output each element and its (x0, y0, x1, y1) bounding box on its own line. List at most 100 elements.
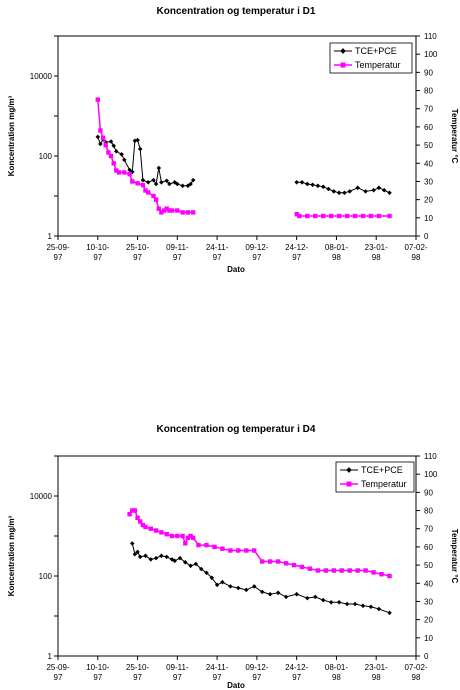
chart-d1-x-tick: 09-12- (245, 243, 268, 252)
chart-d1-point-temperatur (153, 197, 159, 202)
chart-d4-point-tce-pce (320, 597, 326, 603)
chart-d4-point-temperatur (169, 533, 175, 539)
chart-d4-point-temperatur (140, 522, 146, 528)
chart-d1-point-tce-pce (355, 185, 360, 191)
chart-d4-point-tce-pce (267, 591, 273, 597)
chart-d1-point-tce-pce (294, 180, 299, 185)
chart-d1-y2-tick: 70 (424, 105, 433, 114)
chart-d4-point-temperatur (260, 559, 265, 564)
chart-d4-point-tce-pce (164, 554, 169, 560)
chart-d4-legend-marker-tce (346, 467, 352, 473)
chart-d4-x-tick-year: 97 (252, 673, 261, 682)
chart-d4-point-tce-pce (336, 600, 342, 605)
chart-d4-y2-tick: 0 (424, 652, 429, 661)
chart-d1-x-tick-year: 98 (332, 253, 341, 262)
chart-d4-point-tce-pce (283, 594, 289, 600)
chart-d4-point-temperatur (299, 564, 305, 570)
chart-d1-point-temperatur (376, 213, 382, 219)
chart-d1-point-temperatur (360, 213, 366, 219)
chart-d1-x-tick: 24-11- (206, 243, 229, 252)
chart-d4-y-tick: 1 (48, 652, 53, 661)
chart-d4-point-temperatur (175, 533, 180, 539)
chart-d1-y2label: Temperatur °C (450, 109, 459, 164)
chart-d4-x-tick: 25-09- (46, 663, 69, 672)
chart-d4-point-temperatur (387, 573, 392, 579)
chart-d4-point-tce-pce (244, 587, 249, 593)
chart-d4-point-temperatur (355, 568, 360, 573)
chart-d4-title: Koncentration og temperatur i D4 (157, 424, 316, 435)
chart-d4-point-temperatur (291, 562, 297, 568)
chart-d4-point-tce-pce (236, 585, 241, 591)
chart-d4-x-tick-year: 97 (213, 673, 222, 682)
chart-d4-y2-tick: 50 (424, 561, 433, 570)
chart-d1-point-temperatur (106, 150, 111, 155)
chart-d1-x-tick-year: 97 (93, 253, 102, 262)
chart-d4-point-tce-pce (259, 589, 265, 595)
chart-d4-point-temperatur (236, 548, 241, 553)
chart-d4-y2-tick: 80 (424, 507, 433, 516)
chart-d1-point-temperatur (161, 208, 167, 213)
chart-d1-point-tce-pce (137, 146, 143, 152)
chart-d1-x-tick-year: 98 (372, 253, 381, 262)
chart-d1-point-tce-pce (347, 189, 352, 194)
chart-d1-x-tick: 25-10- (126, 243, 149, 252)
chart-d1-point-temperatur (328, 213, 334, 219)
chart-d1-x-tick: 08-01- (325, 243, 348, 252)
chart-d4-y2-tick: 30 (424, 597, 433, 606)
chart-d4-x-tick: 25-10- (126, 663, 149, 672)
chart-d1-point-tce-pce (108, 139, 114, 144)
chart-d1-point-temperatur (321, 213, 326, 219)
chart-d1-y2-tick: 100 (424, 50, 438, 59)
chart-d4-point-tce-pce (312, 594, 318, 600)
chart-d4-point-tce-pce (328, 600, 334, 605)
chart-d1-y2-tick: 40 (424, 159, 433, 168)
chart-d1-legend-marker-temp (340, 62, 346, 68)
chart-d1-point-temperatur (95, 97, 100, 102)
chart-d4-x-tick-year: 97 (133, 673, 142, 682)
chart-d1-point-temperatur (387, 213, 392, 219)
chart-d4-point-temperatur (153, 528, 159, 533)
chart-d1-point-tce-pce (114, 149, 119, 154)
chart-d4-point-temperatur (191, 535, 196, 540)
chart-d4-point-temperatur (132, 508, 138, 513)
chart-d1-point-temperatur (344, 213, 350, 219)
chart-d4-y2-tick: 10 (424, 634, 433, 643)
chart-d4-point-temperatur (339, 568, 344, 573)
chart-d1-point-temperatur (116, 170, 122, 175)
chart-d4-point-tce-pce (220, 579, 225, 585)
chart-d4-series-tce-pce-line (131, 543, 390, 614)
chart-d1-point-temperatur (167, 208, 172, 213)
chart-d1-x-tick-year: 97 (213, 253, 222, 262)
chart-d4-x-tick: 24-11- (206, 663, 229, 672)
chart-d4-point-temperatur (220, 546, 225, 551)
chart-d1-y2-tick: 10 (424, 214, 433, 223)
chart-d4-point-temperatur (331, 568, 336, 573)
chart-d1-x-tick-year: 97 (252, 253, 261, 262)
chart-d1-point-temperatur (313, 213, 318, 219)
chart-d1-point-tce-pce (122, 157, 127, 163)
chart-d1-x-tick-year: 97 (292, 253, 301, 262)
chart-d1-point-temperatur (294, 212, 299, 217)
chart-d4-point-temperatur (159, 530, 164, 535)
chart-d4-point-temperatur (212, 544, 217, 550)
chart-d1-point-temperatur (159, 210, 164, 215)
chart-d4-point-tce-pce (376, 606, 382, 612)
chart-d4-x-tick: 23-01- (365, 663, 388, 672)
chart-d1-plot-area (57, 35, 417, 237)
chart-d4-plot-area (57, 455, 417, 657)
chart-d4-point-temperatur (185, 535, 191, 540)
chart-d4-y2-tick: 40 (424, 579, 433, 588)
chart-d1-y-tick: 1 (48, 232, 53, 241)
chart-d1-xlabel: Dato (227, 265, 245, 274)
chart-d1-point-temperatur (297, 213, 302, 219)
chart-d1-point-temperatur (127, 172, 132, 177)
chart-d1-point-tce-pce (111, 143, 116, 149)
chart-d1-point-temperatur (336, 213, 342, 219)
chart-d1-point-temperatur (100, 135, 106, 140)
chart-d1-y2-tick: 0 (424, 232, 429, 241)
chart-d4-point-tce-pce (275, 590, 281, 596)
chart-d4-legend: TCE+PCE Temperatur (335, 461, 415, 493)
chart-d1-legend: TCE+PCE Temperatur (329, 42, 413, 74)
chart-d4-point-temperatur (283, 561, 289, 566)
chart-d1-point-temperatur (140, 182, 146, 188)
